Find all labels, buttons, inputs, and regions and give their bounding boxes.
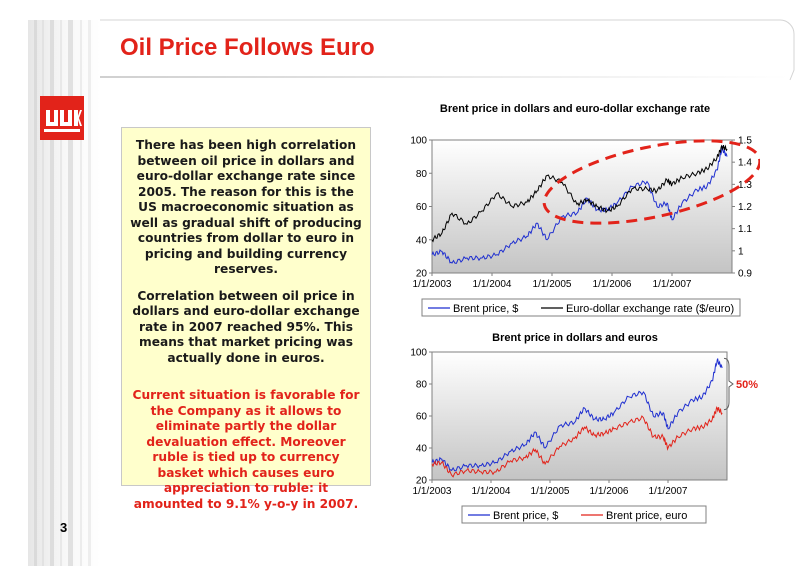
- highlight-ellipse: [542, 139, 760, 225]
- y-left-tick-label: 40: [416, 444, 428, 455]
- y-right-tick-label: 1.4: [738, 158, 752, 169]
- legend-label-1: Brent price, euro: [606, 510, 687, 522]
- y-left-tick-label: 60: [416, 202, 428, 213]
- annotation-50-percent: 50%: [736, 379, 758, 391]
- commentary-box: There has been high correlation between …: [121, 127, 371, 511]
- x-tick-label: 1/1/2004: [472, 486, 511, 497]
- paragraph-company: Current situation is favorable for the C…: [132, 388, 360, 511]
- y-left-tick-label: 20: [416, 476, 428, 487]
- y-left-tick-label: 100: [410, 136, 427, 147]
- y-right-tick-label: 1.2: [738, 202, 752, 213]
- brace: [723, 357, 734, 411]
- slide-title: Oil Price Follows Euro: [120, 34, 375, 61]
- x-tick-label: 1/1/2005: [531, 486, 570, 497]
- x-tick-label: 1/1/2003: [413, 486, 452, 497]
- y-left-tick-label: 80: [416, 169, 428, 180]
- y-left-tick-label: 100: [410, 348, 427, 359]
- x-tick-label: 1/1/2006: [593, 279, 632, 290]
- x-tick-label: 1/1/2003: [413, 279, 452, 290]
- legend-label-0: Brent price, $: [493, 510, 558, 522]
- series-line-0: [431, 145, 728, 264]
- y-left-tick-label: 20: [416, 269, 428, 280]
- y-right-tick-label: 1.1: [738, 224, 752, 235]
- series-line-0: [431, 358, 723, 472]
- paragraph-correlation: There has been high correlation between …: [130, 138, 362, 276]
- x-tick-label: 1/1/2007: [649, 486, 688, 497]
- chart1-plot: 20 40 60 80 100 0.9 1 1.1 1.2 1.3 1.4 1.5 1/1/2003 1/…: [410, 136, 760, 317]
- y-right-tick-label: 0.9: [738, 269, 752, 280]
- lukoil-logo: [40, 96, 84, 140]
- paragraph-2007: Correlation between oil price in dollars…: [132, 288, 360, 365]
- series-line-1: [431, 144, 728, 243]
- x-tick-label: 1/1/2004: [473, 279, 512, 290]
- x-tick-label: 1/1/2007: [653, 279, 692, 290]
- y-left-tick-label: 60: [416, 412, 428, 423]
- chart-brent-eurusd: Brent price in dollars and euro-dollar e…: [390, 100, 760, 325]
- y-right-tick-label: 1.5: [738, 136, 752, 147]
- y-left-tick-label: 40: [416, 235, 428, 246]
- chart2-plot: 20 40 60 80 100 1/1/2003 1/1/2004 1/1/2005 1/1/2…: [410, 348, 758, 524]
- y-right-tick-label: 1: [738, 246, 744, 257]
- chart2-title: Brent price in dollars and euros: [492, 332, 658, 344]
- y-right-tick-label: 1.3: [738, 180, 752, 191]
- legend-label-0: Brent price, $: [453, 303, 518, 315]
- legend-label-1: Euro-dollar exchange rate ($/euro): [566, 303, 734, 315]
- chart-brent-usd-eur: Brent price in dollars and euros 20 40 60 8…: [390, 328, 760, 528]
- x-tick-label: 1/1/2006: [590, 486, 629, 497]
- y-left-tick-label: 80: [416, 380, 428, 391]
- series-line-1: [431, 406, 723, 478]
- x-tick-label: 1/1/2005: [533, 279, 572, 290]
- legend-box: [421, 298, 741, 317]
- chart1-title: Brent price in dollars and euro-dollar e…: [439, 103, 711, 115]
- page-number: 3: [60, 520, 68, 535]
